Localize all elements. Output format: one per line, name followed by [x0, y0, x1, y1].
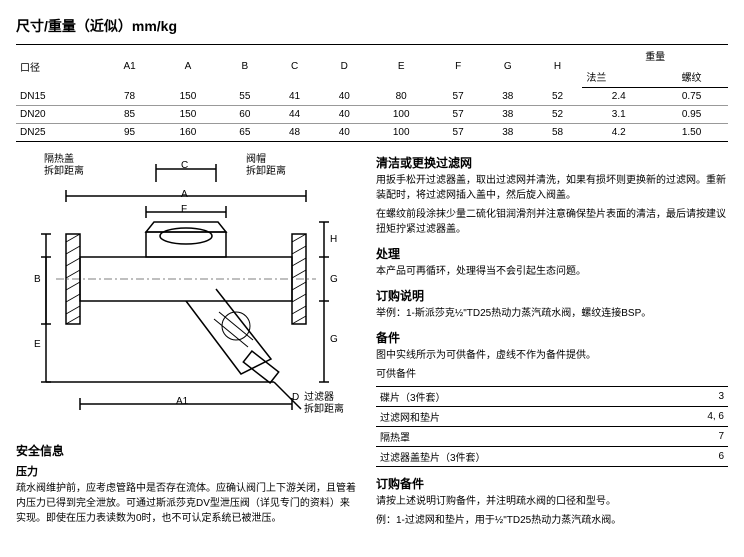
col-header-sub: 螺纹 [655, 66, 728, 88]
col-header: D [319, 45, 369, 88]
label-bonnet: 阀帽拆卸距离 [246, 154, 286, 178]
dim-A1: A1 [176, 396, 188, 408]
technical-diagram: 隔热盖拆卸距离 阀帽拆卸距离 过滤器拆卸距离 A F C B E H G G D… [16, 154, 356, 434]
pressure-text: 疏水阀维护前，应考虑管路中是否存在流体。应确认阀门上下游关闭，且管着内压力已得到… [16, 481, 356, 526]
safety-title: 安全信息 [16, 442, 356, 459]
col-header: 口径 [16, 45, 103, 88]
dim-E: E [34, 339, 41, 351]
table-row: DN25951606548401005738584.21.50 [16, 124, 728, 142]
order-title: 订购说明 [376, 287, 728, 304]
dim-B: B [34, 274, 41, 286]
label-strainer: 过滤器拆卸距离 [304, 392, 344, 416]
clean-text1: 用扳手松开过滤器盖，取出过滤网并清洗，如果有损坏则更换新的过滤网。重新装配时，将… [376, 173, 728, 203]
spare-row: 过滤网和垫片4, 6 [376, 407, 728, 427]
dim-D: D [292, 392, 299, 404]
label-insulation-cap: 隔热盖拆卸距离 [44, 154, 84, 178]
col-header: C [270, 45, 320, 88]
col-header: E [369, 45, 433, 88]
table-row: DN1578150554140805738522.40.75 [16, 88, 728, 106]
spare-row: 碟片（3件套）3 [376, 387, 728, 407]
col-header: A [156, 45, 220, 88]
col-header-sub: 法兰 [582, 66, 655, 88]
order-spare-text2: 例：1-过滤网和垫片，用于½"TD25热动力蒸汽疏水阀。 [376, 513, 728, 528]
clean-title: 清洁或更换过滤网 [376, 154, 728, 171]
dimensions-table: 口径 A1 A B C D E F G H 重量 法兰 螺纹 DN1578150… [16, 44, 728, 142]
process-title: 处理 [376, 245, 728, 262]
table-row: DN20851506044401005738523.10.95 [16, 106, 728, 124]
col-header-weight: 重量 [582, 45, 728, 67]
order-spare-title: 订购备件 [376, 475, 728, 492]
dim-H: H [330, 234, 337, 246]
pressure-title: 压力 [16, 463, 356, 479]
col-header: H [533, 45, 583, 88]
spare-sub: 可供备件 [376, 367, 728, 382]
dim-F: F [181, 204, 187, 216]
col-header: G [483, 45, 533, 88]
dim-G2: G [330, 334, 338, 346]
col-header: F [433, 45, 483, 88]
dim-A: A [181, 189, 188, 201]
spare-title: 备件 [376, 329, 728, 346]
order-text: 举例：1-斯派莎克½"TD25热动力蒸汽疏水阀，螺纹连接BSP。 [376, 306, 728, 321]
spare-row: 过滤器盖垫片（3件套）6 [376, 447, 728, 467]
spare-table: 碟片（3件套）3过滤网和垫片4, 6隔热罩7过滤器盖垫片（3件套）6 [376, 386, 728, 467]
spare-text: 图中实线所示为可供备件，虚线不作为备件提供。 [376, 348, 728, 363]
col-header: B [220, 45, 270, 88]
dim-C: C [181, 160, 188, 172]
dim-G1: G [330, 274, 338, 286]
spare-row: 隔热罩7 [376, 427, 728, 447]
clean-text2: 在螺纹前段涂抹少量二硫化钼润滑剂并注意确保垫片表面的清洁，最后请按建议扭矩拧紧过… [376, 207, 728, 237]
process-text: 本产品可再循环，处理得当不会引起生态问题。 [376, 264, 728, 279]
col-header: A1 [103, 45, 156, 88]
page-title: 尺寸/重量（近似）mm/kg [16, 16, 728, 36]
order-spare-text1: 请按上述说明订购备件，并注明疏水阀的口径和型号。 [376, 494, 728, 509]
